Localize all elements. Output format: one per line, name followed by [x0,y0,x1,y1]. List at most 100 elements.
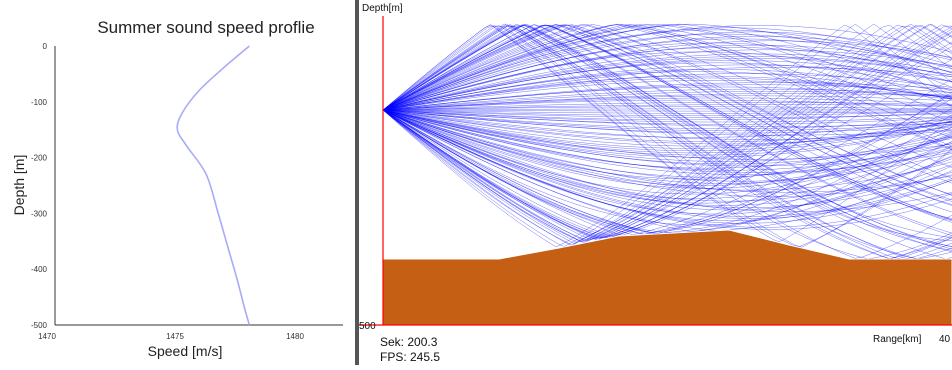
profile-axes [54,46,343,326]
fps-readout: FPS: 245.5 [380,350,440,364]
ray-path [382,109,952,212]
ray-path [382,109,952,151]
ray-path [382,25,952,248]
ray-path [382,23,952,260]
profile-x-axis-label: Speed [m/s] [148,343,223,359]
ray-path [382,109,952,138]
ray-path [382,66,952,111]
ray-path [382,25,952,259]
ray-path [382,92,952,235]
ray-path [382,24,952,247]
ray-path [382,24,952,245]
profile-x-tick-label: 1475 [166,332,184,341]
profile-x-tick-label: 1470 [38,332,56,341]
ray-depth-tick-label: 500 [359,321,376,332]
ray-path [382,109,952,180]
ray-path [382,109,952,162]
ray-path [382,24,952,201]
ray-path [383,109,952,112]
ray-path [382,98,952,235]
ray-path [382,109,952,123]
ray-path [382,23,952,247]
ray-path [382,109,952,217]
ray-path [382,24,952,179]
ray-path [382,28,952,239]
sound-speed-series-line [176,45,251,326]
ray-path [382,91,952,111]
profile-x-tick-label: 1480 [286,332,304,341]
ray-path [382,24,952,195]
ray-path [382,46,952,237]
ray-path [382,73,952,111]
ray-path [382,23,952,111]
sound-speed-profile-chart: Summer sound speed proflie 0 -100 -200 -300… [11,18,343,359]
ray-path [382,109,952,219]
profile-y-tick-label: -200 [31,154,48,163]
ray-path [382,109,952,167]
ray-path [382,93,952,111]
ray-path [382,97,952,111]
ray-path [382,86,952,111]
profile-y-tick-label: -400 [31,265,48,274]
ray-path [382,25,952,259]
profile-y-tick-label: 0 [43,42,48,51]
ray-path [382,24,952,260]
ray-path [382,75,952,111]
ray-path [382,51,952,111]
ray-path [382,109,952,156]
ray-path [382,95,952,111]
sound-speed-profile-panel: Summer sound speed proflie 0 -100 -200 -300… [0,0,355,365]
ray-path [382,109,952,160]
ray-path [382,99,952,111]
ray-range-axis-label: Range[km] [873,334,922,345]
ray-path [382,25,952,259]
ray-path [382,23,952,241]
ray-path [382,23,952,238]
ray-path [382,109,952,184]
ray-path [382,24,952,240]
ray-path [382,59,952,236]
ray-path [382,109,952,191]
ray-path [382,56,952,111]
ray-trace-view: Depth[m] 500 Range[km] 40 Sek: 200.3 FPS… [359,0,952,365]
profile-y-ticks: 0 -100 -200 -300 -400 -500 [31,42,48,330]
ray-path [382,49,952,111]
ray-path [382,109,952,232]
ray-path [382,109,952,127]
ray-path [382,109,952,145]
ray-path [382,109,952,118]
profile-y-tick-label: -500 [31,321,48,330]
ray-path [382,109,952,154]
profile-y-axis-label: Depth [m] [11,155,27,216]
ray-path [382,109,952,226]
ray-path [382,24,952,196]
profile-y-tick-label: -100 [31,98,48,107]
ray-range-tick-label: 40 [939,334,951,345]
ray-path [382,109,952,132]
ray-path [382,29,952,111]
ray-path [382,23,952,111]
ray-path [382,109,952,182]
ray-path [382,23,952,246]
ray-path [382,40,952,111]
ray-path [382,106,952,111]
sek-readout: Sek: 200.3 [380,335,438,349]
ray-paths [382,23,952,260]
profile-x-ticks: 1470 1475 1480 [38,332,304,341]
profile-chart-title: Summer sound speed proflie [97,18,314,37]
ray-path [382,60,952,111]
ray-path [382,31,952,111]
ray-path [382,24,952,221]
ray-path [382,109,952,147]
ray-path [382,93,952,235]
ray-path [382,32,952,239]
ray-path [382,109,952,129]
ray-path [382,109,952,234]
ray-path [382,62,952,111]
ray-path [382,71,952,111]
ray-path [382,109,952,193]
ray-path [382,109,952,136]
ray-path [382,24,952,117]
ray-path [382,24,952,234]
ray-path [383,108,952,111]
